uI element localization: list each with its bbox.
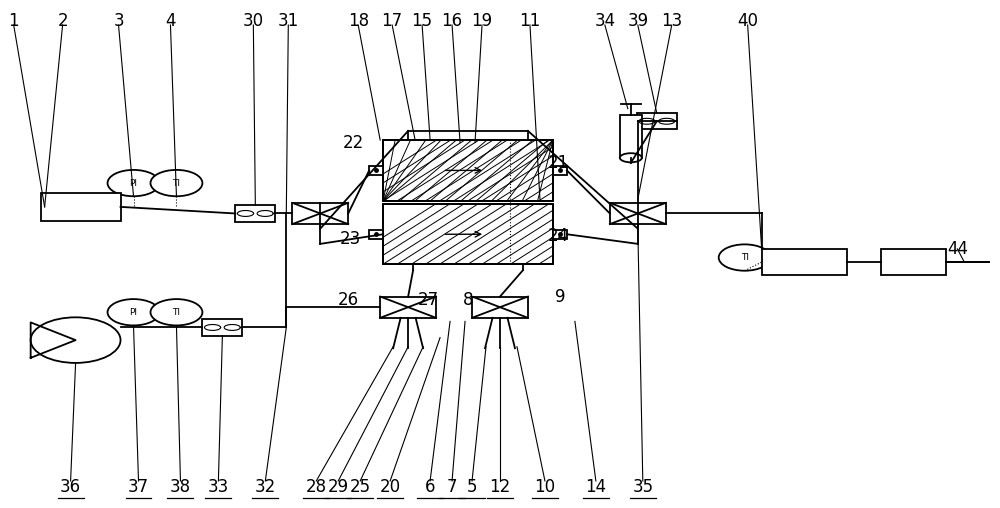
Text: 6: 6 — [425, 478, 435, 496]
Circle shape — [108, 299, 159, 326]
Bar — [553, 166, 567, 175]
Bar — [637, 113, 677, 130]
Text: 18: 18 — [348, 12, 369, 30]
Text: 36: 36 — [60, 478, 81, 496]
Bar — [610, 203, 666, 224]
Bar — [383, 204, 553, 264]
Text: 10: 10 — [534, 478, 556, 496]
Text: 15: 15 — [412, 12, 433, 30]
Text: 26: 26 — [338, 291, 359, 308]
Text: 40: 40 — [737, 12, 758, 30]
Circle shape — [719, 244, 771, 271]
Text: 8: 8 — [463, 291, 473, 308]
Text: 1: 1 — [8, 12, 19, 30]
Text: 19: 19 — [471, 12, 493, 30]
Text: PI: PI — [130, 179, 138, 187]
Bar — [380, 297, 436, 318]
Text: 32: 32 — [255, 478, 276, 496]
Text: 25: 25 — [350, 478, 371, 496]
Text: 39: 39 — [627, 12, 648, 30]
Text: 23: 23 — [340, 230, 361, 248]
Bar — [620, 115, 642, 158]
Bar — [41, 193, 121, 220]
Bar — [369, 230, 383, 239]
Text: 28: 28 — [306, 478, 327, 496]
Text: 31: 31 — [278, 12, 299, 30]
Bar — [762, 249, 847, 275]
Text: 33: 33 — [208, 478, 229, 496]
Text: 21: 21 — [547, 154, 569, 172]
Text: 2: 2 — [57, 12, 68, 30]
Bar — [235, 205, 275, 221]
Text: 11: 11 — [519, 12, 541, 30]
Bar — [292, 203, 348, 224]
Circle shape — [150, 299, 202, 326]
Text: 27: 27 — [418, 291, 439, 308]
Text: 4: 4 — [165, 12, 176, 30]
Text: 34: 34 — [594, 12, 615, 30]
Bar — [553, 230, 567, 239]
Text: 9: 9 — [555, 288, 565, 306]
Bar — [383, 204, 553, 264]
Text: 38: 38 — [170, 478, 191, 496]
Bar — [369, 166, 383, 175]
Text: 13: 13 — [661, 12, 682, 30]
Text: 29: 29 — [328, 478, 349, 496]
Text: 3: 3 — [113, 12, 124, 30]
Text: 35: 35 — [632, 478, 653, 496]
Text: 37: 37 — [128, 478, 149, 496]
Bar — [383, 140, 553, 201]
Bar — [202, 320, 242, 336]
Text: TI: TI — [172, 179, 180, 187]
Bar — [881, 249, 946, 275]
Text: 20: 20 — [380, 478, 401, 496]
Text: PI: PI — [130, 308, 138, 317]
Text: 16: 16 — [442, 12, 463, 30]
Bar — [383, 140, 553, 201]
Text: 7: 7 — [447, 478, 457, 496]
Bar — [472, 297, 528, 318]
Text: 22: 22 — [343, 134, 364, 151]
Text: 24: 24 — [547, 227, 568, 245]
Circle shape — [150, 170, 202, 196]
Text: 14: 14 — [585, 478, 606, 496]
Text: 17: 17 — [382, 12, 403, 30]
Text: 44: 44 — [947, 240, 968, 258]
Text: 30: 30 — [243, 12, 264, 30]
Text: 5: 5 — [467, 478, 477, 496]
Ellipse shape — [620, 153, 642, 162]
Text: TI: TI — [172, 308, 180, 317]
Text: TI: TI — [741, 253, 749, 262]
Text: 12: 12 — [489, 478, 511, 496]
Circle shape — [31, 318, 121, 363]
Circle shape — [108, 170, 159, 196]
